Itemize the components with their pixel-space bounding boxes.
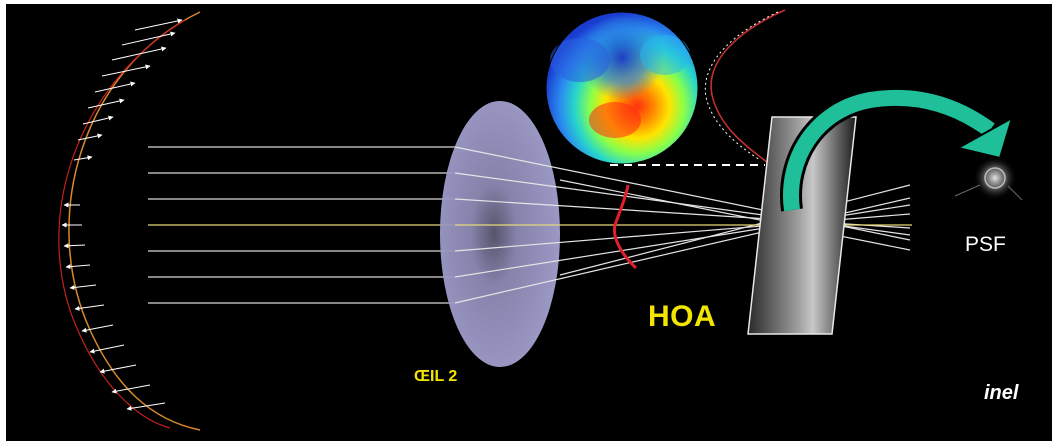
eye-lens [440,101,560,367]
outgoing-wavefront [704,9,786,164]
aberration-color-map [545,11,699,165]
incoming-rays [148,146,455,304]
aberration-curve [612,184,638,270]
psf-spot-icon [954,156,1023,201]
eye-label: ŒIL 2 [414,368,458,385]
psf-label: PSF [965,233,1006,256]
curved-arrow [780,86,1014,212]
incoming-wavefront [58,11,201,431]
hoa-label: HOA [648,300,717,333]
credit-text: inel [984,382,1019,404]
